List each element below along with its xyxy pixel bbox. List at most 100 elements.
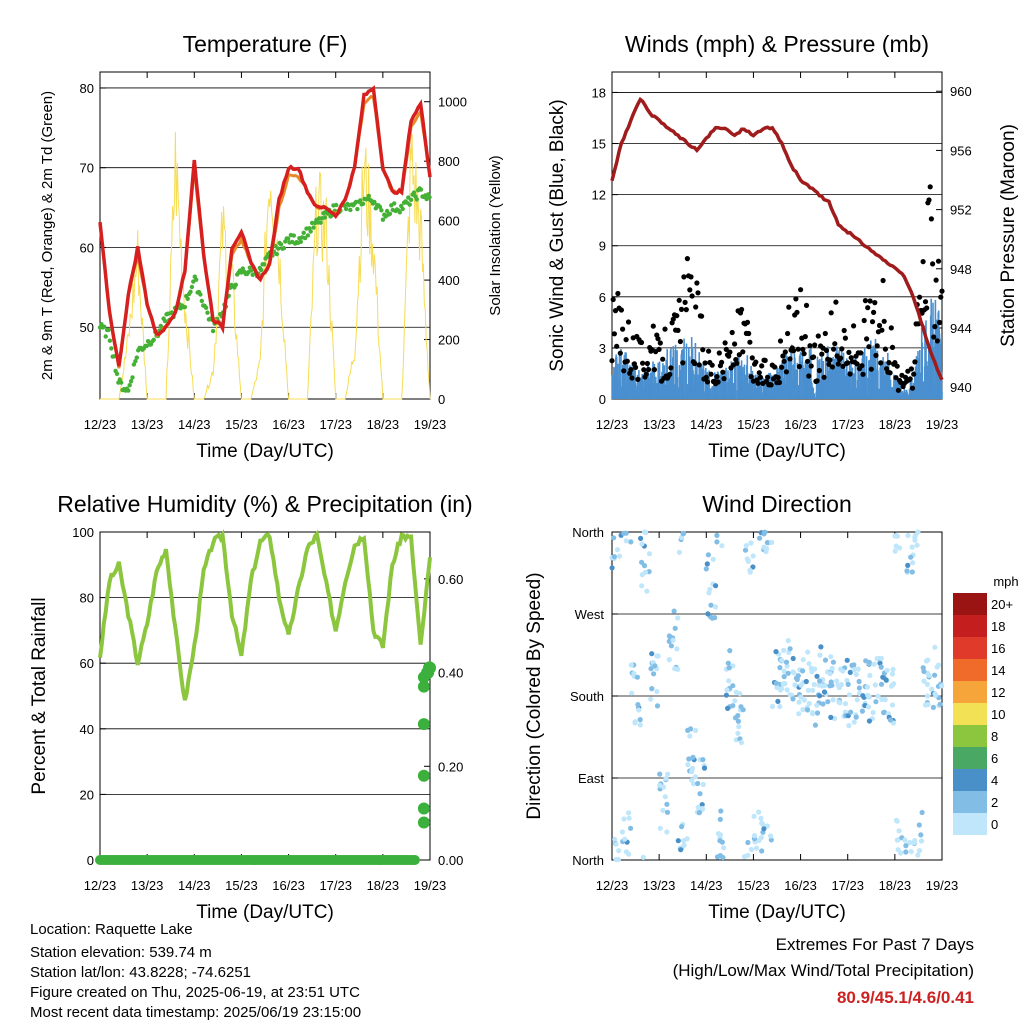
gust-point (872, 300, 878, 306)
gust-point (808, 363, 814, 369)
direction-point (842, 701, 849, 707)
x-tick-label: 13/23 (131, 878, 164, 893)
direction-point (903, 849, 909, 855)
direction-point (638, 535, 644, 542)
gust-point (881, 318, 887, 324)
latlon-text: Station lat/lon: 43.8228; -74.6251 (30, 964, 252, 981)
gust-point (807, 343, 813, 349)
gust-point (880, 277, 886, 284)
gust-point (785, 330, 791, 337)
series-solar-insolation (100, 132, 431, 400)
direction-point (611, 554, 618, 560)
direction-point (665, 771, 671, 777)
direction-point (905, 532, 911, 539)
y-axis-label-0: 2m & 9m T (Red, Orange) & 2m Td (Green) (39, 91, 56, 380)
direction-point (909, 569, 915, 575)
gust-point (716, 350, 722, 356)
direction-point (769, 539, 775, 546)
gust-point (937, 319, 943, 326)
dewpoint-point (102, 324, 107, 329)
direction-point (717, 832, 724, 838)
gust-point (719, 359, 725, 365)
direction-point (846, 723, 852, 729)
dewpoint-point (380, 217, 386, 222)
direction-point (689, 769, 695, 775)
direction-point (764, 823, 771, 829)
direction-point (872, 682, 878, 688)
direction-point (717, 816, 723, 823)
dewpoint-point (400, 206, 405, 212)
dewpoint-point (114, 371, 120, 376)
direction-point (670, 637, 676, 643)
direction-point (664, 829, 670, 835)
direction-point (805, 649, 811, 655)
direction-point (827, 671, 833, 677)
direction-point (796, 711, 802, 717)
direction-point (626, 851, 632, 857)
direction-point (759, 848, 765, 854)
colorbar-label: 20+ (991, 597, 1013, 612)
dewpoint-point (322, 215, 328, 220)
y-tick-label: West (575, 607, 605, 622)
gust-point (927, 184, 933, 190)
gust-point (694, 280, 700, 286)
y-tick-label: 0 (87, 853, 94, 868)
y2-tick-label: 944 (950, 321, 972, 336)
direction-point (887, 717, 894, 723)
direction-point (637, 722, 643, 728)
direction-point (784, 663, 790, 669)
direction-point (834, 678, 840, 684)
dewpoint-point (131, 362, 137, 367)
direction-point (616, 553, 623, 559)
direction-point (925, 693, 931, 699)
direction-point (894, 837, 900, 843)
direction-point (875, 693, 881, 699)
extremes-title: Extremes For Past 7 Days (775, 935, 974, 954)
gust-point (810, 354, 817, 360)
dewpoint-point (372, 199, 377, 205)
direction-point (878, 655, 885, 662)
x-tick-label: 15/23 (225, 417, 258, 432)
direction-point (889, 702, 896, 708)
gust-point (656, 346, 662, 352)
gust-point (757, 374, 764, 380)
gust-point (772, 364, 778, 370)
gust-point (618, 307, 625, 313)
direction-point (676, 549, 683, 555)
direction-point (781, 674, 787, 680)
direction-point (926, 672, 932, 679)
direction-point (672, 625, 678, 631)
y-tick-label: 50 (80, 320, 94, 335)
direction-point (822, 657, 829, 663)
dewpoint-point (107, 338, 113, 343)
direction-point (704, 561, 710, 567)
direction-point (695, 780, 701, 787)
direction-point (828, 714, 834, 721)
gust-point (909, 385, 916, 391)
direction-point (717, 838, 723, 844)
direction-point (637, 717, 643, 723)
direction-point (783, 659, 790, 665)
dewpoint-point (151, 337, 156, 342)
gust-point (878, 360, 884, 366)
y-tick-label: 70 (80, 161, 94, 176)
colorbar-label: 2 (991, 795, 998, 810)
extremes-values: 80.9/45.1/4.6/0.41 (836, 988, 974, 1007)
gust-point (805, 358, 811, 364)
gust-point (645, 366, 652, 373)
gust-point (869, 319, 876, 325)
direction-point (748, 846, 755, 853)
direction-point (829, 682, 835, 688)
direction-point (836, 685, 843, 691)
direction-point (648, 696, 654, 702)
direction-point (614, 547, 621, 553)
dewpoint-point (366, 193, 371, 199)
y-tick-label: North (572, 853, 604, 868)
gust-point (641, 367, 647, 373)
x-tick-label: 16/23 (272, 417, 305, 432)
direction-point (803, 678, 809, 685)
dewpoint-point (127, 383, 132, 388)
dewpoint-point (119, 380, 124, 385)
gust-point (907, 376, 913, 382)
direction-point (679, 534, 685, 541)
